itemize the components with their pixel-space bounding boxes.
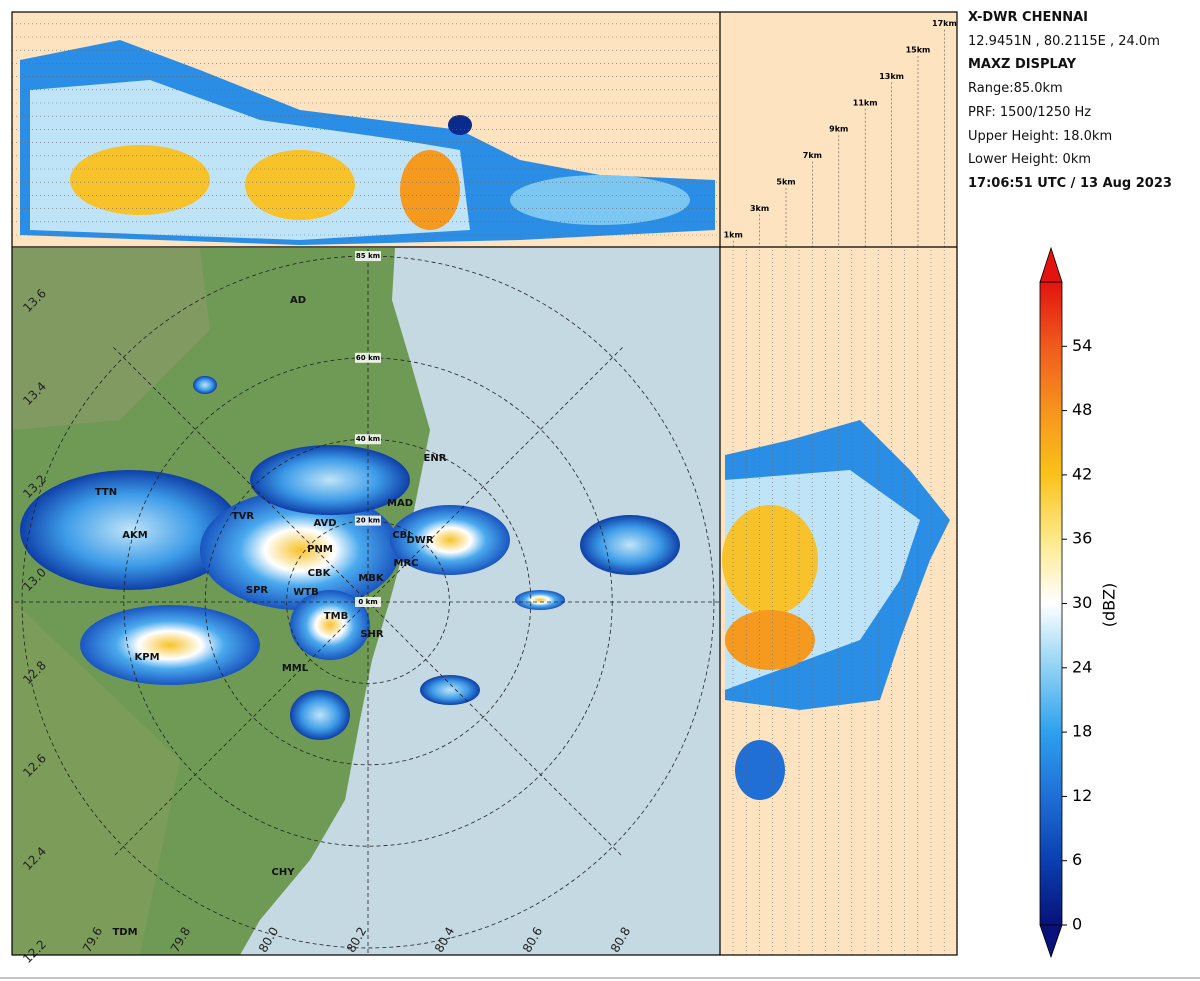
time: 17:06:51 UTC / 13 Aug 2023 [968,176,1172,191]
station-label: ENR [424,453,447,464]
station-label: SPR [246,585,269,596]
hills [12,248,210,430]
station-label: WTB [293,587,318,598]
colorbar: 0 6 12 18 24 30 36 42 48 54 (dBZ) [1039,246,1119,959]
range-ring [286,520,450,684]
station-label: KPM [134,652,159,663]
station-label: TVR [232,511,255,522]
map [12,248,720,955]
station-label: TMB [324,611,348,622]
height-label: 11km [853,98,878,107]
range-label-box [355,352,381,363]
height-label: 7km [803,151,822,160]
station-label: DWR [406,535,433,546]
colorbar-tick-label: 30 [1072,593,1092,612]
colorbar-arrow-top [1039,246,1063,283]
height-label: 17km [932,19,957,28]
height-label: 13km [879,72,904,81]
height-label: 1km [724,230,743,239]
top-section-echoes [20,40,715,245]
station-label: MBK [358,573,385,584]
range-label-box [355,597,381,607]
prf: PRF: 1500/1250 Hz [968,105,1092,120]
range-ring [21,255,715,949]
station-label: CBL [392,530,414,541]
side-section-echoes [722,420,950,800]
range-label-box [355,251,381,262]
colorbar-tick-label: 36 [1072,529,1092,548]
colorbar-tick-label: 6 [1072,850,1082,869]
station-label: AD [290,295,306,306]
colorbar-arrow-bottom [1039,924,1063,959]
colorbar-tick-label: 18 [1072,722,1092,741]
colorbar-tick-label: 48 [1072,400,1092,419]
hills [12,600,180,955]
station-label: PNM [307,544,333,555]
height-label: 3km [750,204,769,213]
frames [11,11,958,956]
range-label: 20 km [356,517,380,525]
station-label: TDM [112,927,137,938]
product: MAXZ DISPLAY [968,57,1077,72]
range-label: 60 km [356,354,380,362]
colorbar-tick-label: 12 [1072,786,1092,805]
colorbar-label: (dBZ) [1100,583,1119,628]
height-label: 15km [906,46,931,55]
station-label: AVD [313,518,336,529]
station-label: CBK [308,568,332,579]
station-label: CHY [272,867,296,878]
range-label: 85 km [356,252,380,260]
range-label-box [355,434,381,445]
colorbar-body [1039,281,1063,926]
range-label-box [355,515,381,526]
title: X-DWR CHENNAI [968,10,1088,25]
range-label: 40 km [356,435,380,443]
colorbar-tick-label: 54 [1072,336,1092,355]
colorbar-tick-label: 42 [1072,464,1092,483]
colorbar-tick-label: 24 [1072,657,1092,676]
range: Range:85.0km [968,81,1063,96]
station-label: MML [282,663,309,674]
map-echoes [20,376,680,740]
location: 12.9451N , 80.2115E , 24.0m [968,34,1160,49]
colorbar-tick-label: 0 [1072,915,1082,934]
station-label: TTN [95,487,117,498]
height-label: 9km [829,125,848,134]
upper-height: Upper Height: 18.0km [968,129,1113,144]
lower-height: Lower Height: 0km [968,152,1092,167]
station-label: SHR [360,629,384,640]
station-label: MAD [387,498,413,509]
range-label: 0 km [358,598,377,606]
station-label: MRC [394,558,419,569]
height-label: 5km [776,178,795,187]
station-label: AKM [122,530,147,541]
